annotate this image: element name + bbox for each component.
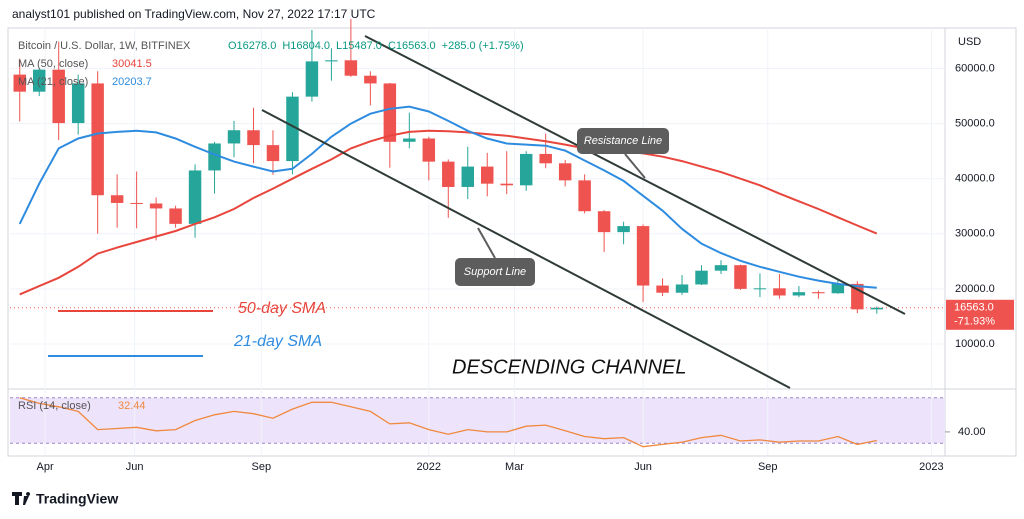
- candle-body: [578, 180, 591, 212]
- rsi-line: [19, 397, 877, 448]
- publisher: analyst101 published on TradingView.com,…: [12, 7, 376, 21]
- x-tick-label: 2023: [919, 461, 943, 473]
- candle-body: [110, 195, 124, 203]
- candle-body: [422, 138, 436, 162]
- candle-body: [325, 60, 338, 62]
- support-pointer: [477, 227, 496, 259]
- candle-body: [149, 203, 163, 209]
- candle-body: [773, 288, 786, 296]
- x-tick-label: Sep: [758, 461, 778, 473]
- x-tick-label: Apr: [37, 461, 54, 473]
- rsi-band: [10, 397, 945, 444]
- y-tick-label: 10000.0: [955, 338, 995, 350]
- legend-ma21: MA (21, close): [18, 76, 88, 88]
- candle-body: [481, 166, 494, 184]
- candle-body: [792, 292, 806, 296]
- resistance-trendline: [364, 35, 906, 315]
- candle-body: [617, 226, 630, 233]
- legend-ohlc: C16563.0: [388, 40, 436, 52]
- y-tick-label: 40000.0: [955, 173, 995, 185]
- legend-ohlc: H16804.0: [282, 40, 330, 52]
- brand-name: TradingView: [36, 491, 118, 507]
- candle-body: [13, 74, 26, 92]
- legend-rsi-value: 32.44: [118, 400, 146, 412]
- candle-body: [344, 60, 358, 76]
- x-tick-label: Jun: [126, 461, 144, 473]
- candle-body: [734, 265, 747, 289]
- candle-body: [286, 96, 299, 162]
- x-tick-label: 2022: [417, 461, 441, 473]
- support-box: [455, 258, 535, 286]
- ma-line: [19, 129, 878, 296]
- candle-body: [714, 265, 728, 271]
- sma21-note: 21-day SMA: [233, 333, 322, 350]
- legend: Bitcoin / U.S. Dollar, 1W, BITFINEX MA (…: [18, 40, 191, 412]
- y-tick-label: 20000.0: [955, 283, 995, 295]
- candle-body: [403, 138, 416, 142]
- candle-body: [91, 83, 104, 196]
- channel-title: DESCENDING CHANNEL: [452, 356, 686, 378]
- legend-ohlc: +285.0 (+1.75%): [442, 40, 524, 52]
- ma-line: [18, 105, 877, 289]
- candle-body: [364, 75, 377, 84]
- legend-ma21-value: 20203.7: [112, 76, 152, 88]
- candle-body: [636, 226, 650, 286]
- candle-body: [383, 83, 397, 142]
- candle-body: [539, 153, 552, 164]
- legend-rsi: RSI (14, close): [18, 400, 91, 412]
- candle-body: [461, 166, 474, 187]
- support-trendline: [261, 109, 791, 389]
- candle-body: [870, 307, 884, 310]
- plot: [10, 18, 945, 455]
- brand-logo: [12, 492, 31, 505]
- candle-body: [695, 270, 708, 285]
- resistance-label: Resistance Line: [584, 135, 662, 147]
- x-tick-label: Sep: [251, 461, 271, 473]
- resistance-box: [577, 128, 669, 154]
- resistance-pointer: [624, 153, 646, 179]
- support-label: Support Line: [464, 266, 526, 278]
- legend-ma50: MA (50, close): [18, 58, 88, 70]
- legend-ohlc: O16278.0: [228, 40, 276, 52]
- candle-body: [169, 208, 182, 224]
- rsi-tick-label: 40.00: [958, 426, 986, 438]
- candle-body: [52, 69, 65, 124]
- last-price-box: [946, 299, 1014, 330]
- candle-body: [442, 161, 455, 187]
- candle-body: [656, 285, 669, 293]
- y-tick-label: 50000.0: [955, 118, 995, 130]
- candle-body: [305, 61, 319, 97]
- legend-ma50-value: 30041.5: [112, 58, 152, 70]
- candle-body: [558, 163, 572, 181]
- frame: [7, 27, 1017, 457]
- x-tick-label: Jun: [634, 461, 652, 473]
- x-tick-label: Mar: [505, 461, 524, 473]
- candle-body: [753, 288, 767, 290]
- candle-body: [71, 83, 85, 124]
- candle-body: [188, 170, 202, 224]
- candle-body: [500, 183, 513, 186]
- candle-body: [227, 130, 241, 144]
- sma50-note: 50-day SMA: [238, 300, 326, 317]
- candle-body: [32, 69, 46, 92]
- candle-body: [208, 143, 221, 171]
- candle-body: [831, 283, 845, 294]
- brand: TradingView: [12, 491, 118, 507]
- y-tick-label: 60000.0: [955, 62, 995, 74]
- y-tick-label: 30000.0: [955, 228, 995, 240]
- candle-body: [675, 284, 689, 293]
- last-price-label: -71.93%: [954, 316, 995, 328]
- y-unit: USD: [958, 36, 981, 48]
- candle-body: [266, 145, 280, 162]
- candle-body: [519, 153, 533, 186]
- candle-body: [247, 130, 260, 146]
- legend-ohlc: L15487.0: [336, 40, 382, 52]
- candle-body: [130, 202, 143, 204]
- candle-body: [812, 292, 825, 294]
- last-price-label: 16563.0: [954, 302, 994, 314]
- candle-body: [597, 211, 611, 233]
- symbol: Bitcoin / U.S. Dollar, 1W, BITFINEX: [18, 40, 191, 52]
